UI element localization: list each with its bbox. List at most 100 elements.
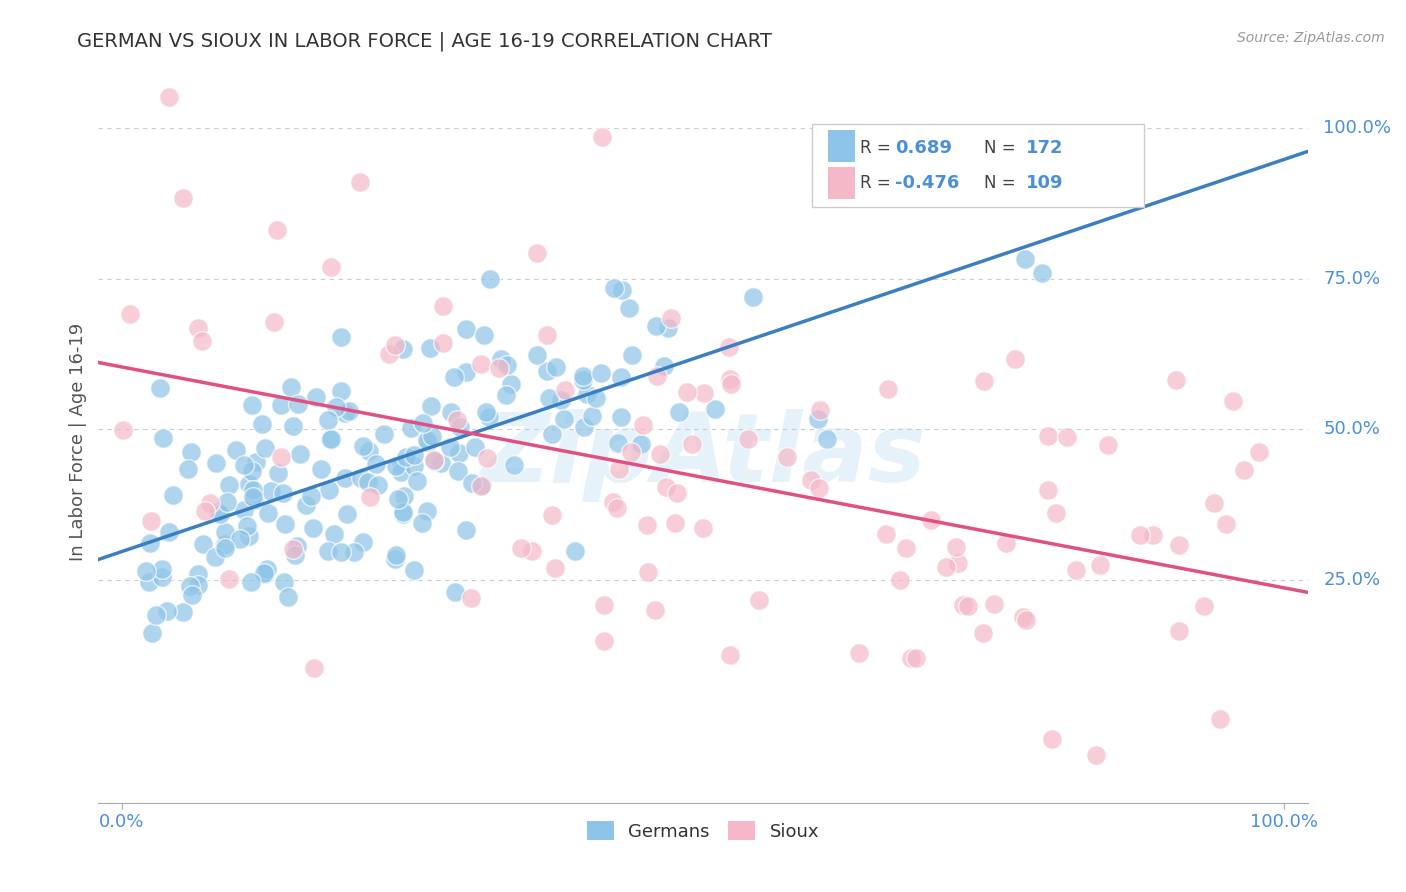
Point [392,507,415,521]
Point [443,370,465,384]
Point [420,399,443,413]
Point [273,575,295,590]
Point [152,431,174,445]
Point [889,573,911,587]
Point [541,426,564,441]
Point [378,347,401,361]
Point [808,481,831,495]
Point [983,598,1005,612]
Point [456,322,478,336]
Point [606,435,628,450]
Point [373,427,395,442]
Point [172,605,194,619]
Point [1097,438,1119,452]
Text: 100.0%: 100.0% [1323,120,1392,137]
Point [225,443,247,458]
Point [263,315,285,329]
Point [664,516,686,530]
Point [270,398,292,412]
Point [245,455,267,469]
Text: GERMAN VS SIOUX IN LABOR FORCE | AGE 16-19 CORRELATION CHART: GERMAN VS SIOUX IN LABOR FORCE | AGE 16-… [77,31,772,51]
Point [253,566,276,581]
Point [776,450,799,464]
Point [277,591,299,605]
Point [367,478,389,492]
Point [267,466,290,480]
Point [1084,747,1107,762]
Point [392,505,415,519]
Point [501,377,523,392]
Point [150,562,173,576]
Point [593,633,616,648]
Point [418,434,440,449]
Point [141,626,163,640]
Point [157,89,180,103]
Point [295,498,318,512]
Point [256,562,278,576]
Point [478,410,501,425]
Point [316,413,339,427]
Point [214,537,236,551]
Point [399,421,422,435]
Point [544,360,567,375]
Point [945,540,967,554]
Point [387,491,409,506]
Point [200,496,222,510]
Point [214,525,236,540]
Point [848,158,870,172]
Point [1011,609,1033,624]
Point [187,566,209,581]
Point [389,465,412,479]
Point [181,588,204,602]
Point [187,577,209,591]
Point [253,566,276,580]
Point [609,410,631,425]
Point [693,386,716,401]
Point [359,490,381,504]
Point [957,599,980,613]
Point [593,598,616,612]
Point [1036,429,1059,443]
Legend: Germans, Sioux: Germans, Sioux [579,814,827,848]
Point [541,508,564,522]
Point [1045,507,1067,521]
Point [553,411,575,425]
Text: 25.0%: 25.0% [1323,571,1381,589]
Point [271,486,294,500]
Point [718,340,741,354]
Point [1129,528,1152,542]
Point [214,541,236,555]
Point [621,349,644,363]
Point [720,377,742,392]
Bar [828,130,855,162]
Point [659,310,682,325]
Point [162,488,184,502]
Point [994,536,1017,550]
Point [416,433,439,447]
Point [464,441,486,455]
Point [191,537,214,551]
Point [470,479,492,493]
Point [423,453,446,467]
Point [1142,528,1164,542]
Point [330,330,353,344]
Point [352,535,374,549]
Point [607,462,630,476]
Point [270,450,292,464]
Point [242,490,264,504]
Point [321,432,343,446]
Bar [828,168,855,199]
Point [412,416,434,430]
Point [218,572,240,586]
Point [591,130,613,145]
Text: R =: R = [859,139,896,157]
Point [636,517,658,532]
Point [281,542,304,557]
Point [681,437,703,451]
Point [447,464,470,478]
Point [420,429,443,443]
Point [449,446,471,460]
Point [675,385,697,400]
Point [602,495,624,509]
Point [657,321,679,335]
